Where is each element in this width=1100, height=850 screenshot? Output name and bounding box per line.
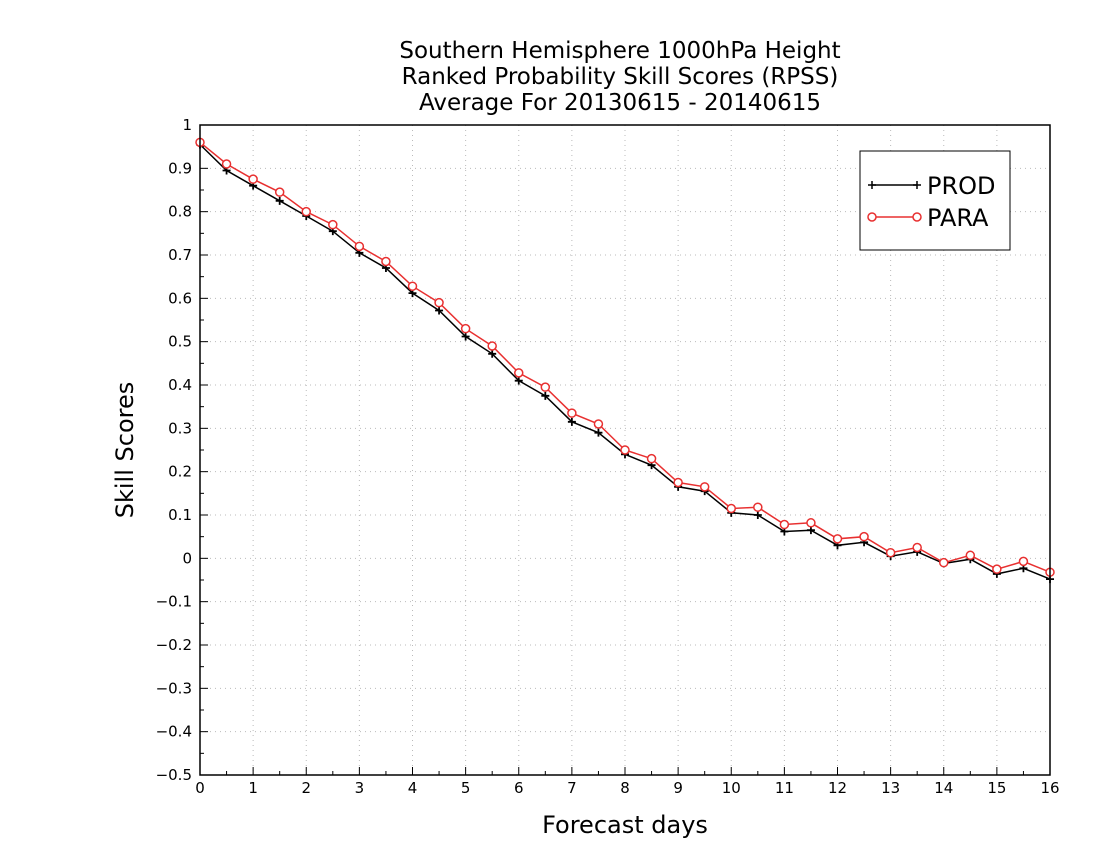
grid-lines bbox=[200, 125, 1050, 775]
legend: PROD PARA bbox=[859, 150, 1011, 251]
data-point-para bbox=[460, 323, 471, 334]
data-point-para bbox=[939, 557, 949, 568]
y-tick-label: 0.5 bbox=[168, 333, 192, 351]
y-tick-label: 0.8 bbox=[168, 203, 192, 221]
x-tick-label: 8 bbox=[620, 779, 630, 797]
x-tick-label: 16 bbox=[1040, 779, 1059, 797]
legend-prod-plus-icon bbox=[868, 181, 921, 189]
x-tick-label: 14 bbox=[934, 779, 953, 797]
data-point-para bbox=[407, 281, 418, 291]
data-point-para bbox=[487, 341, 497, 351]
data-point-para bbox=[620, 445, 630, 455]
x-tick-label: 7 bbox=[567, 779, 577, 797]
x-tick-label: 5 bbox=[461, 779, 471, 797]
y-tick-label: 0.7 bbox=[168, 246, 192, 264]
data-point-prod bbox=[275, 196, 284, 205]
data-point-prod bbox=[753, 511, 762, 519]
chart-title-line-3: Average For 20130615 - 20140615 bbox=[419, 90, 821, 116]
y-tick-label: 0.3 bbox=[168, 419, 192, 437]
data-point-para bbox=[753, 502, 763, 512]
chart-title-line-1: Southern Hemisphere 1000hPa Height bbox=[399, 38, 840, 64]
y-tick-label: 0.6 bbox=[168, 289, 192, 307]
data-point-prod bbox=[594, 428, 603, 437]
data-point-para bbox=[434, 297, 444, 308]
legend-prod-label: PROD bbox=[927, 172, 996, 200]
y-tick-label: 0 bbox=[182, 549, 192, 567]
y-tick-label: −0.4 bbox=[156, 723, 192, 741]
data-point-para bbox=[301, 206, 311, 217]
data-point-para bbox=[646, 453, 657, 464]
data-point-para bbox=[248, 174, 258, 184]
data-point-para bbox=[779, 519, 790, 530]
legend-para-label: PARA bbox=[927, 204, 989, 232]
x-tick-label: 3 bbox=[355, 779, 365, 797]
data-point-para bbox=[699, 482, 710, 492]
data-point-para bbox=[354, 241, 365, 252]
axis-ticks: 0 1 2 3 4 5 6 7 8 9 10 11 12 13 14 15 16−0.5−0.4−0.3−0.2… bbox=[156, 116, 1060, 797]
legend-para-circle-icon bbox=[912, 212, 922, 222]
y-tick-label: −0.1 bbox=[156, 593, 192, 611]
x-tick-label: 11 bbox=[775, 779, 794, 797]
x-tick-label: 15 bbox=[987, 779, 1006, 797]
data-point-para bbox=[912, 542, 922, 553]
x-axis-label: Forecast days bbox=[542, 811, 708, 839]
data-point-para bbox=[673, 477, 683, 488]
y-tick-label: 0.4 bbox=[168, 376, 192, 394]
data-point-para bbox=[885, 547, 896, 558]
chart-title-line-2: Ranked Probability Skill Scores (RPSS) bbox=[402, 64, 839, 90]
y-tick-label: 0.2 bbox=[168, 463, 192, 481]
data-point-para bbox=[514, 368, 524, 378]
data-point-para bbox=[540, 382, 551, 392]
data-point-para bbox=[328, 219, 338, 230]
data-point-para bbox=[859, 531, 869, 542]
data-point-para bbox=[806, 518, 816, 528]
data-point-prod bbox=[461, 332, 470, 341]
x-tick-label: 2 bbox=[301, 779, 311, 797]
x-tick-label: 6 bbox=[514, 779, 524, 797]
y-tick-label: 0.1 bbox=[168, 506, 192, 524]
data-point-para bbox=[992, 564, 1002, 574]
data-point-prod bbox=[567, 417, 576, 426]
x-tick-label: 0 bbox=[195, 779, 205, 797]
data-point-prod bbox=[488, 349, 497, 358]
data-point-para bbox=[274, 187, 285, 197]
data-point-para bbox=[726, 503, 736, 514]
data-point-prod bbox=[435, 306, 444, 315]
x-tick-label: 1 bbox=[248, 779, 258, 797]
data-point-prod bbox=[514, 376, 523, 385]
chart-title: Southern Hemisphere 1000hPa Height Ranke… bbox=[399, 38, 840, 116]
x-tick-label: 13 bbox=[881, 779, 900, 797]
data-point-para bbox=[1018, 556, 1029, 567]
series-layer bbox=[195, 137, 1055, 584]
legend-para-circle-icon bbox=[867, 212, 877, 222]
data-point-para bbox=[832, 534, 843, 544]
legend-box bbox=[859, 150, 1011, 251]
plot-frame bbox=[199, 124, 1051, 776]
x-tick-label: 10 bbox=[722, 779, 741, 797]
y-tick-label: −0.3 bbox=[156, 679, 192, 697]
data-point-para bbox=[593, 419, 604, 429]
y-tick-label: 1 bbox=[182, 116, 192, 134]
x-tick-label: 4 bbox=[408, 779, 418, 797]
y-axis-label: Skill Scores bbox=[111, 382, 139, 519]
data-point-para bbox=[965, 550, 976, 561]
x-tick-label: 12 bbox=[828, 779, 847, 797]
x-tick-label: 9 bbox=[673, 779, 683, 797]
y-tick-label: 0.9 bbox=[168, 159, 192, 177]
data-point-para bbox=[567, 408, 577, 418]
y-tick-label: −0.2 bbox=[156, 636, 192, 654]
data-point-para bbox=[221, 159, 232, 169]
y-tick-label: −0.5 bbox=[156, 766, 192, 784]
data-point-para bbox=[381, 256, 391, 267]
data-point-prod bbox=[541, 391, 550, 400]
